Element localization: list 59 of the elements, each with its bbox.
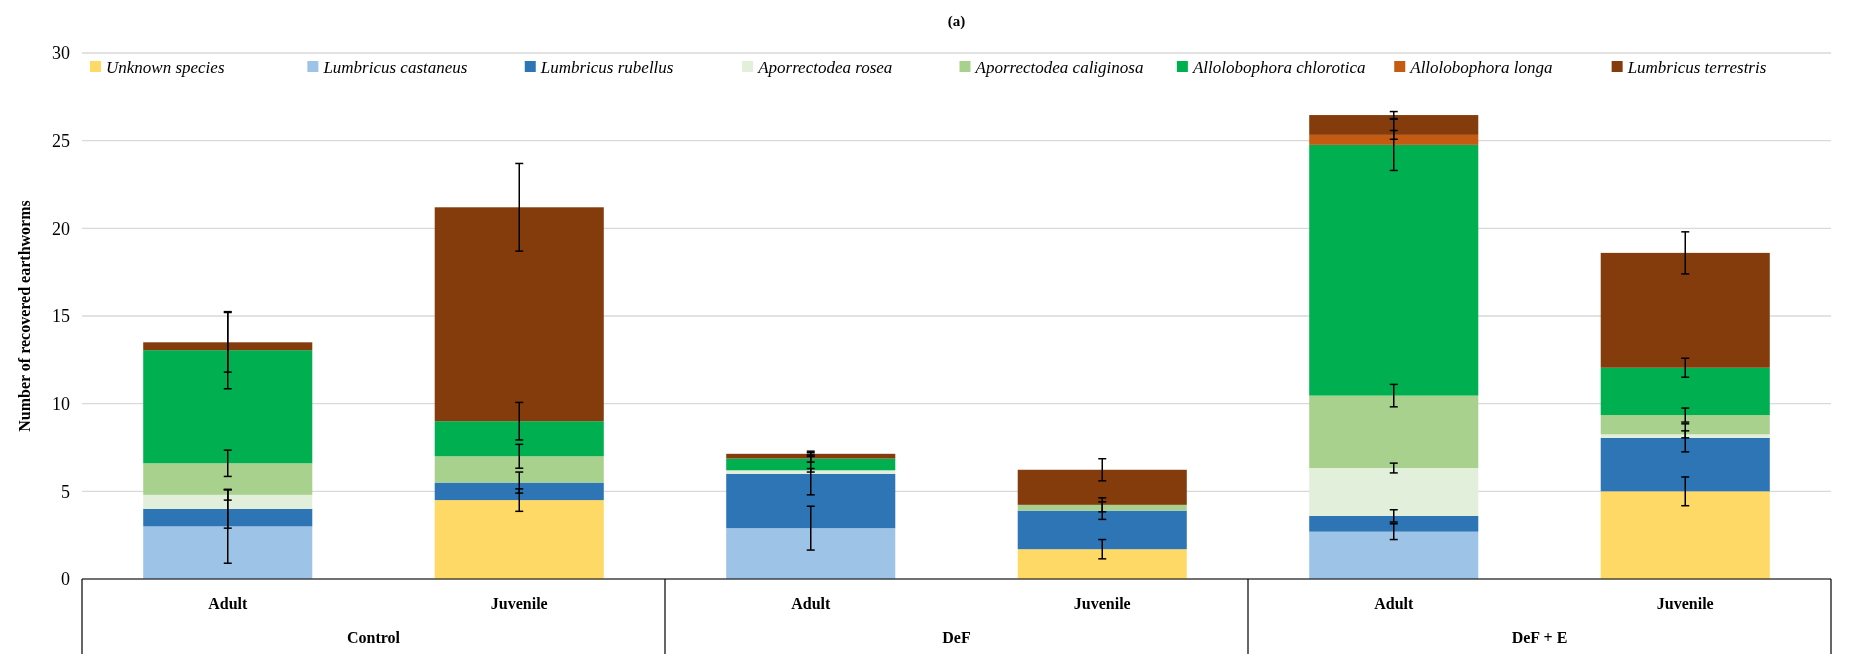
text: Control bbox=[346, 629, 401, 646]
bar bbox=[726, 473, 896, 529]
y-tick-label: 30 bbox=[52, 43, 70, 64]
bar bbox=[726, 528, 896, 579]
chart-title: (a) bbox=[947, 13, 966, 30]
legend-label: Lumbricus rubellus bbox=[539, 57, 674, 77]
x-tick-label: Adult bbox=[1374, 595, 1414, 612]
bar bbox=[143, 494, 313, 509]
bar bbox=[1600, 491, 1770, 579]
bar bbox=[434, 207, 604, 422]
bar bbox=[143, 508, 313, 527]
bar bbox=[1309, 468, 1479, 516]
bar bbox=[143, 342, 313, 351]
legend-label: Allolobophora longa bbox=[1409, 57, 1553, 77]
bar bbox=[1309, 134, 1479, 145]
y-tick-label: 15 bbox=[52, 306, 70, 327]
x-tick-label: Juvenile bbox=[1656, 595, 1714, 612]
y-tick-label: 5 bbox=[61, 481, 70, 502]
bar bbox=[143, 526, 313, 579]
bar bbox=[726, 470, 896, 474]
legend-label: Lumbricus terrestris bbox=[1626, 57, 1767, 77]
legend-label: Aporrectodea caliginosa bbox=[974, 57, 1144, 77]
bar bbox=[1600, 415, 1770, 435]
y-tick-label: 0 bbox=[61, 569, 70, 590]
x-tick-label: Juvenile bbox=[490, 595, 548, 612]
x-tick-label: Juvenile bbox=[1073, 595, 1131, 612]
bar bbox=[1309, 144, 1479, 396]
bar bbox=[726, 458, 896, 471]
y-tick-label: 10 bbox=[52, 393, 70, 414]
bar bbox=[1309, 515, 1479, 532]
bar bbox=[1017, 504, 1187, 511]
bar bbox=[1600, 252, 1770, 368]
bar bbox=[143, 350, 313, 464]
bar bbox=[143, 463, 313, 495]
bar bbox=[1309, 395, 1479, 469]
bar bbox=[1017, 510, 1187, 550]
bar bbox=[1600, 434, 1770, 438]
bar bbox=[1600, 367, 1770, 416]
legend-label: Allolobophora chlorotica bbox=[1191, 57, 1366, 77]
bar bbox=[1017, 549, 1187, 579]
y-tick-label: 25 bbox=[52, 130, 70, 151]
bar bbox=[434, 482, 604, 501]
bar bbox=[1600, 437, 1770, 492]
y-tick-label: 20 bbox=[52, 218, 70, 239]
bar bbox=[726, 453, 896, 459]
bar bbox=[1309, 115, 1479, 135]
bar bbox=[434, 456, 604, 483]
legend-label: Lumbricus castaneus bbox=[322, 57, 468, 77]
x-tick-label: Adult bbox=[791, 595, 831, 612]
x-tick-label: Adult bbox=[208, 595, 248, 612]
legend-label: Unknown species bbox=[106, 57, 225, 77]
legend-label: Aporrectodea rosea bbox=[757, 57, 893, 77]
bar bbox=[434, 421, 604, 457]
bar bbox=[1309, 531, 1479, 579]
y-axis-title: Number of recovered earthworms bbox=[16, 200, 33, 432]
bar bbox=[1017, 469, 1187, 505]
text: DeF bbox=[942, 629, 971, 646]
text: DeF + E bbox=[1511, 629, 1568, 646]
bar bbox=[434, 500, 604, 579]
